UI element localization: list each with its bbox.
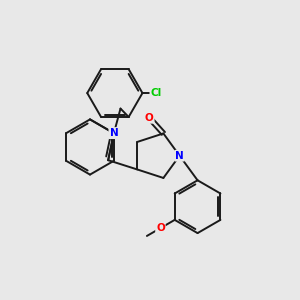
- Text: Cl: Cl: [150, 88, 162, 98]
- Text: N: N: [110, 128, 118, 138]
- Text: O: O: [156, 223, 165, 233]
- Text: O: O: [145, 113, 154, 123]
- Text: N: N: [110, 128, 118, 138]
- Text: N: N: [175, 151, 184, 161]
